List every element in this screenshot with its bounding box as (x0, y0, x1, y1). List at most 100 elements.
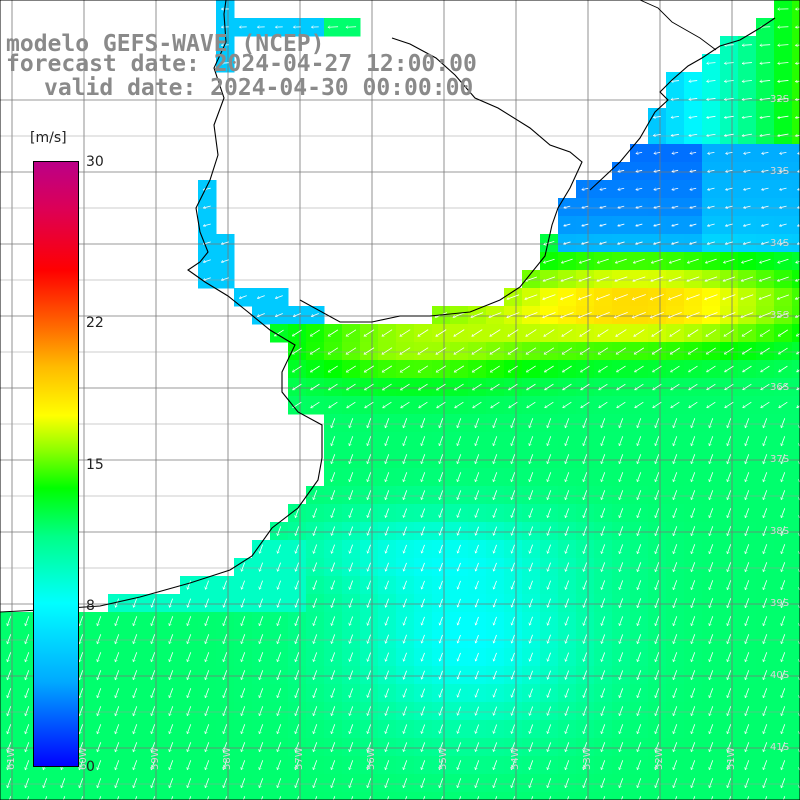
speed-cell (792, 774, 800, 793)
speed-cell (612, 792, 631, 800)
speed-cell (72, 792, 91, 800)
colorbar-tick-label: 30 (86, 154, 104, 170)
latitude-label: 35S (770, 310, 790, 321)
speed-cell (144, 792, 163, 800)
speed-cell (792, 720, 800, 739)
speed-cell (792, 486, 800, 505)
longitude-label: 54W (510, 747, 521, 770)
speed-cell (792, 234, 800, 253)
speed-cell (198, 792, 217, 800)
speed-cell (666, 792, 685, 800)
longitude-label: 55W (438, 747, 449, 770)
longitude-label: 53W (582, 747, 593, 770)
speed-cell (792, 612, 800, 631)
speed-cell (792, 360, 800, 379)
colorbar-units: [m/s] (30, 130, 67, 146)
speed-cell (792, 216, 800, 235)
latitude-label: 33S (770, 166, 790, 177)
speed-cell (792, 396, 800, 415)
longitude-label: 60W (78, 747, 89, 770)
colorbar-tick-label: 22 (86, 315, 104, 332)
speed-cell (792, 594, 800, 613)
speed-cell (792, 702, 800, 721)
speed-cell (792, 324, 800, 343)
speed-cell (792, 378, 800, 397)
longitude-label: 58W (222, 747, 233, 770)
speed-cell (792, 684, 800, 703)
latitude-label: 37S (770, 454, 790, 465)
latitude-label: 41S (770, 742, 790, 753)
speed-cell (792, 630, 800, 649)
speed-cell (792, 504, 800, 523)
border-line (639, 0, 717, 51)
speed-cell (108, 792, 127, 800)
speed-cell (792, 252, 800, 271)
latitude-label: 40S (770, 670, 790, 681)
speed-cell (792, 414, 800, 433)
speed-cell (684, 792, 703, 800)
longitude-label: 52W (654, 747, 665, 770)
speed-cell (792, 162, 800, 181)
speed-cell (792, 198, 800, 217)
speed-cell (792, 666, 800, 685)
speed-cell (540, 792, 559, 800)
longitude-label: 61W (6, 747, 17, 770)
speed-cell (558, 792, 577, 800)
speed-cell (792, 738, 800, 757)
speed-cell (792, 144, 800, 163)
speed-cell (504, 792, 523, 800)
colorbar-tick-label: 15 (86, 456, 104, 473)
speed-cell (324, 792, 343, 800)
speed-cell (0, 792, 19, 800)
speed-cell (792, 450, 800, 469)
speed-cell (36, 792, 55, 800)
speed-cell (162, 792, 181, 800)
speed-cell (630, 792, 649, 800)
speed-cell (774, 792, 793, 800)
speed-cell (90, 792, 109, 800)
speed-cell (270, 792, 289, 800)
speed-cell (792, 306, 800, 325)
speed-cell (792, 792, 800, 800)
speed-cell (792, 180, 800, 199)
speed-cell (792, 540, 800, 559)
longitude-label: 57W (294, 747, 305, 770)
colorbar-tick-label: 8 (86, 597, 95, 614)
latitude-label: 36S (770, 382, 790, 393)
speed-cell (756, 792, 775, 800)
speed-cell (792, 288, 800, 307)
speed-cell (792, 648, 800, 667)
latitude-label: 34S (770, 238, 790, 249)
speed-cell (360, 792, 379, 800)
speed-cell (18, 792, 37, 800)
speed-cell (792, 756, 800, 775)
speed-cell (738, 792, 757, 800)
speed-cell (522, 792, 541, 800)
speed-cell (792, 558, 800, 577)
title-forecast-date: forecast date: 2024-04-27 12:00:00 (6, 51, 477, 77)
latitude-label: 38S (770, 526, 790, 537)
speed-cell (252, 792, 271, 800)
speed-cell (594, 792, 613, 800)
speed-cell (792, 432, 800, 451)
latitude-label: 32S (770, 94, 790, 105)
speed-cell (702, 792, 721, 800)
speed-cell (396, 792, 415, 800)
speed-cell (378, 792, 397, 800)
speed-cell (414, 792, 433, 800)
speed-cell (792, 468, 800, 487)
longitude-label: 59W (150, 747, 161, 770)
speed-cell (126, 792, 145, 800)
speed-cell (432, 792, 451, 800)
speed-cell (468, 792, 487, 800)
speed-cell (54, 792, 73, 800)
speed-cell (342, 792, 361, 800)
speed-cell (486, 792, 505, 800)
longitude-label: 51W (726, 747, 737, 770)
speed-cell (720, 792, 739, 800)
speed-cell (306, 792, 325, 800)
speed-cell (180, 792, 199, 800)
speed-cell (792, 342, 800, 361)
